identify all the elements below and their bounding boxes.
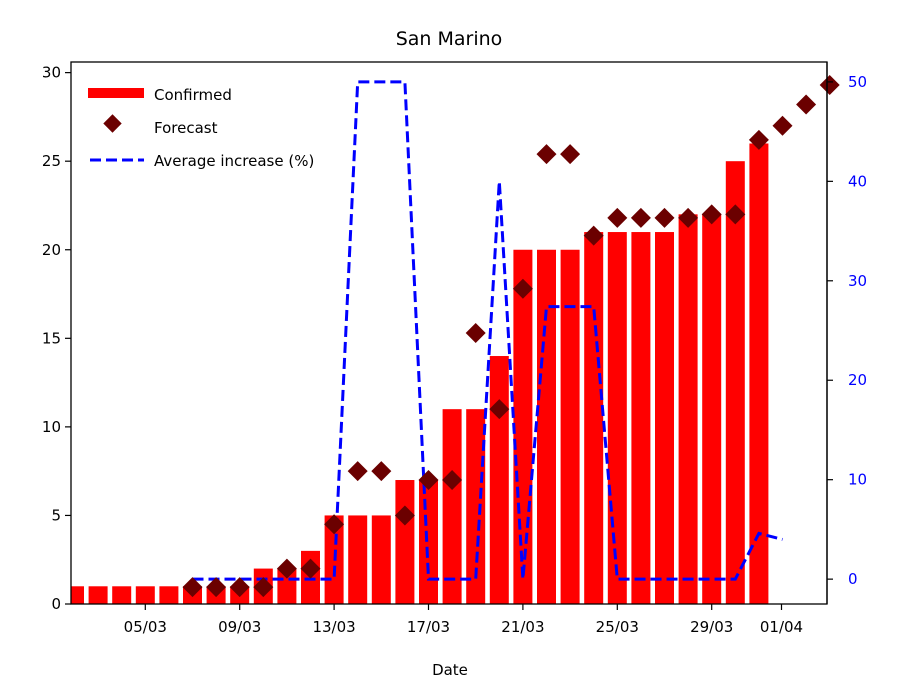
forecast-point-10-03 — [253, 577, 274, 598]
bar-24-03 — [584, 232, 604, 604]
x-tick-label-01-04: 01/04 — [760, 618, 803, 636]
legend: Confirmed Forecast Average increase (%) — [88, 86, 314, 170]
bar-22-03 — [537, 249, 556, 604]
x-tick-label-05-03: 05/03 — [124, 618, 167, 636]
forecast-point-12-03 — [300, 558, 321, 579]
y-right-tick-label-40: 40 — [848, 172, 867, 190]
forecast-point-26-03 — [630, 207, 651, 228]
forecast-point-11-03 — [276, 558, 297, 579]
bar-23-03 — [560, 249, 580, 604]
bar-20-03 — [489, 356, 509, 604]
bar-15-03 — [371, 515, 391, 604]
y-right-tick-label-10: 10 — [848, 471, 867, 489]
forecast-point-19-03 — [465, 323, 486, 343]
bar-11-03 — [277, 568, 297, 604]
bar-06-03 — [159, 586, 179, 604]
forecast-point-29-03 — [701, 204, 722, 225]
legend-swatch-forecast — [103, 114, 122, 133]
forecast-point-07-03 — [182, 577, 203, 598]
y-tick-label-10: 10 — [42, 418, 61, 436]
bar-18-03 — [442, 409, 462, 604]
forecast-point-16-03 — [394, 505, 415, 526]
forecast-point-09-03 — [229, 577, 250, 598]
forecast-point-02-04 — [796, 94, 817, 115]
bar-30-03 — [725, 161, 745, 604]
bar-04-03 — [112, 586, 132, 604]
y-axis-right: 0 10 20 30 40 50 — [826, 62, 867, 604]
bar-27-03 — [655, 232, 674, 604]
bar-28-03 — [678, 214, 698, 605]
forecast-point-20-03 — [489, 399, 510, 420]
x-tick-label-21-03: 21/03 — [501, 618, 544, 636]
forecast-point-17-03 — [418, 470, 439, 491]
y-axis-left: 0 5 10 15 20 25 30 — [42, 64, 71, 613]
legend-label-increase: Average increase (%) — [154, 152, 314, 170]
forecast-point-27-03 — [654, 207, 675, 228]
bar-14-03 — [348, 515, 368, 604]
forecast-point-03-04 — [819, 75, 840, 96]
x-axis: 05/03 09/03 13/03 17/03 21/03 25/03 29/03 01/04 — [124, 604, 803, 636]
y-tick-label-0: 0 — [51, 595, 61, 613]
bar-17-03 — [419, 480, 438, 604]
forecast-point-28-03 — [678, 207, 699, 228]
bars-layer — [71, 143, 769, 605]
forecast-point-08-03 — [206, 577, 227, 598]
bar-03-03 — [88, 586, 108, 604]
forecast-point-23-03 — [560, 144, 581, 165]
y-right-tick-label-50: 50 — [848, 73, 867, 91]
bar-05-03 — [135, 586, 155, 604]
bar-31-03 — [749, 143, 769, 605]
bar-21-03 — [513, 249, 533, 604]
forecast-point-01-04 — [772, 115, 793, 136]
x-axis-label: Date — [432, 661, 468, 679]
points-layer — [182, 75, 840, 598]
y-right-tick-label-0: 0 — [848, 570, 858, 588]
bar-19-03 — [466, 409, 486, 604]
x-tick-label-25-03: 25/03 — [596, 618, 639, 636]
forecast-point-15-03 — [371, 461, 392, 482]
forecast-point-14-03 — [347, 461, 368, 482]
forecast-point-25-03 — [607, 207, 628, 228]
bar-26-03 — [631, 232, 651, 604]
bar-25-03 — [607, 232, 627, 604]
bar-29-03 — [702, 214, 722, 605]
line-layer — [192, 80, 783, 581]
y-tick-label-20: 20 — [42, 241, 61, 259]
forecast-point-31-03 — [748, 129, 769, 150]
y-tick-label-15: 15 — [42, 329, 61, 347]
series-line-average-increase — [192, 80, 783, 581]
y-tick-label-25: 25 — [42, 152, 61, 170]
legend-label-forecast: Forecast — [154, 119, 218, 137]
y-right-tick-label-20: 20 — [848, 371, 867, 389]
chart-title: San Marino — [396, 28, 503, 50]
x-tick-label-09-03: 09/03 — [218, 618, 261, 636]
bar-16-03 — [395, 480, 415, 604]
forecast-point-21-03 — [512, 278, 533, 299]
legend-label-confirmed: Confirmed — [154, 86, 232, 104]
bar-02-03 — [71, 586, 84, 604]
forecast-point-22-03 — [536, 144, 557, 165]
y-right-tick-label-30: 30 — [848, 272, 867, 290]
forecast-point-18-03 — [442, 470, 463, 491]
forecast-point-30-03 — [725, 204, 746, 225]
legend-swatch-confirmed — [88, 88, 144, 98]
forecast-point-13-03 — [324, 514, 345, 535]
x-tick-label-13-03: 13/03 — [312, 618, 355, 636]
x-tick-label-17-03: 17/03 — [407, 618, 450, 636]
y-tick-label-30: 30 — [42, 64, 61, 82]
forecast-point-24-03 — [583, 225, 604, 246]
x-tick-label-29-03: 29/03 — [690, 618, 733, 636]
y-tick-label-5: 5 — [51, 506, 61, 524]
